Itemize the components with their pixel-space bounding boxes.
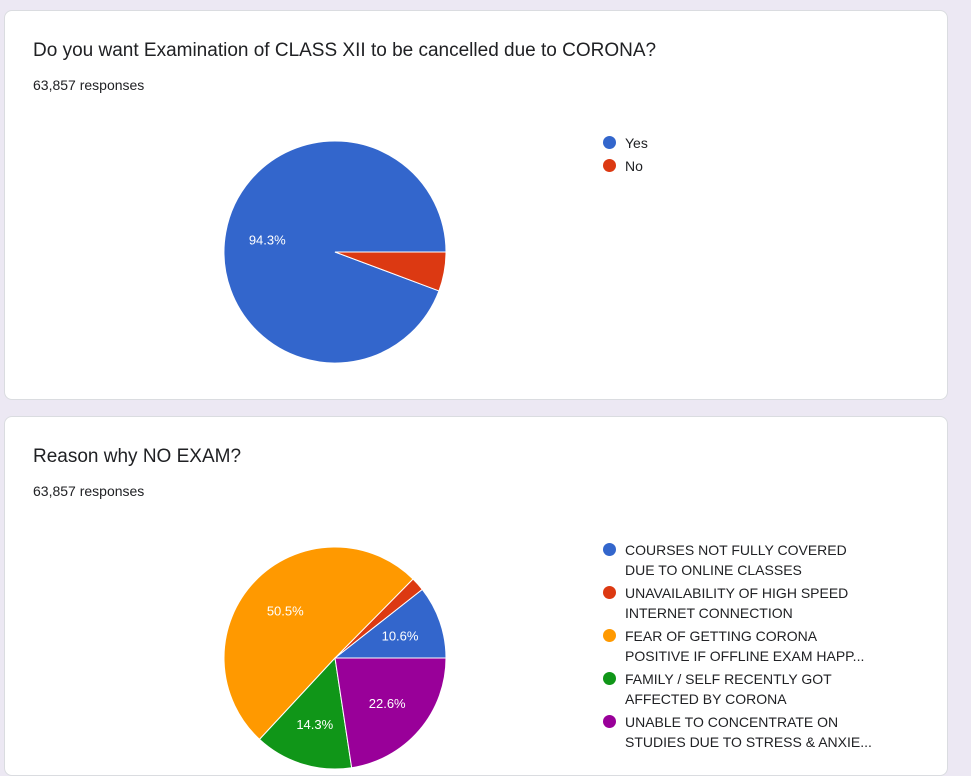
legend-swatch [603, 159, 616, 172]
legend-label: No [625, 158, 643, 174]
legend-item: UNAVAILABILITY OF HIGH SPEED INTERNET CON… [603, 583, 895, 623]
legend-label: COURSES NOT FULLY COVERED [625, 542, 847, 558]
slice-data-label: 14.3% [296, 717, 333, 732]
legend-label: Yes [625, 135, 648, 151]
question-title: Do you want Examination of CLASS XII to … [33, 40, 657, 61]
legend-swatch [603, 715, 616, 728]
pie-slice[interactable] [223, 546, 414, 741]
legend-label: STUDIES DUE TO STRESS & ANXIE... [625, 734, 872, 750]
legend-label: FAMILY / SELF RECENTLY GOT [625, 671, 832, 687]
slice-data-label: 50.5% [267, 603, 304, 618]
legend-swatch [603, 629, 616, 642]
question-card-2: Reason why NO EXAM? 63,857 responses 10.… [4, 416, 948, 776]
chart-legend: COURSES NOT FULLY COVERED DUE TO ONLINE C… [603, 540, 895, 755]
legend-label: AFFECTED BY CORONA [625, 691, 787, 707]
legend-label: DUE TO ONLINE CLASSES [625, 562, 802, 578]
legend-item: Yes [603, 133, 895, 153]
legend-item: UNABLE TO CONCENTRATE ON STUDIES DUE TO S… [603, 712, 895, 752]
legend-swatch [603, 672, 616, 685]
question-card-1: Do you want Examination of CLASS XII to … [4, 10, 948, 400]
pie-slice[interactable] [333, 588, 447, 659]
legend-item: FEAR OF GETTING CORONA POSITIVE IF OFFLIN… [603, 626, 895, 666]
legend-item: FAMILY / SELF RECENTLY GOT AFFECTED BY CO… [603, 669, 895, 709]
response-count: 63,857 responses [33, 77, 145, 93]
pie-chart: 94.3% [223, 140, 447, 364]
legend-label: FEAR OF GETTING CORONA [625, 628, 818, 644]
pie-slice[interactable] [334, 657, 447, 769]
pie-chart: 10.6% 50.5% 14.3% 22.6% [223, 546, 447, 770]
legend-swatch [603, 543, 616, 556]
legend-item: No [603, 156, 895, 176]
question-title: Reason why NO EXAM? [33, 446, 242, 467]
chart-legend: Yes No [603, 133, 895, 179]
legend-label: INTERNET CONNECTION [625, 605, 793, 621]
legend-label: POSITIVE IF OFFLINE EXAM HAPP... [625, 648, 865, 664]
legend-label: UNAVAILABILITY OF HIGH SPEED [625, 585, 849, 601]
slice-data-label: 94.3% [249, 233, 286, 248]
pie-slice[interactable] [334, 251, 447, 292]
response-count: 63,857 responses [33, 483, 145, 499]
slice-data-label: 10.6% [382, 629, 419, 644]
legend-item: COURSES NOT FULLY COVERED DUE TO ONLINE C… [603, 540, 895, 580]
legend-swatch [603, 136, 616, 149]
slice-data-label: 22.6% [369, 696, 406, 711]
legend-swatch [603, 586, 616, 599]
legend-label: UNABLE TO CONCENTRATE ON [625, 714, 839, 730]
